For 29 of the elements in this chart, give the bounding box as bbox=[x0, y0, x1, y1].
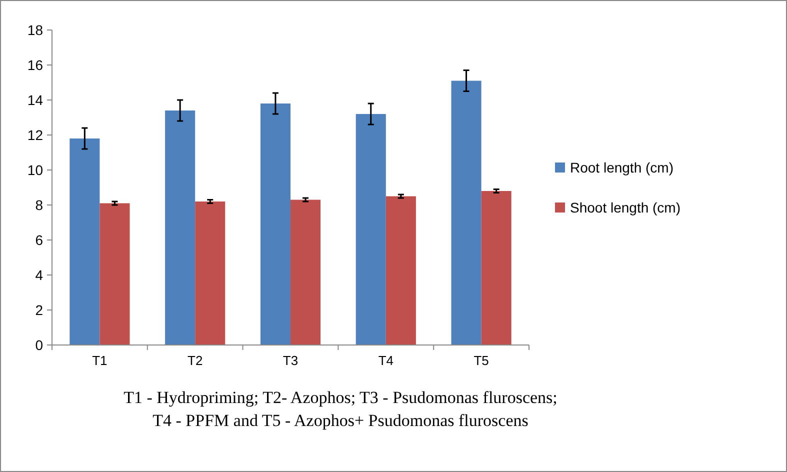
y-tick-label: 14 bbox=[27, 92, 44, 108]
y-tick-label: 2 bbox=[35, 302, 44, 318]
bar bbox=[290, 200, 321, 345]
bar bbox=[165, 110, 196, 345]
y-tick-label: 6 bbox=[35, 232, 44, 248]
bar bbox=[195, 202, 226, 345]
x-tick-label: T2 bbox=[188, 353, 203, 368]
y-tick-label: 12 bbox=[27, 126, 44, 143]
text: T4 - PPFM and T5 - Azophos+ Psudomonas fluroscens bbox=[152, 411, 528, 430]
bar bbox=[260, 104, 290, 345]
y-tick-label: 16 bbox=[27, 56, 44, 73]
x-tick-label: T4 bbox=[378, 353, 394, 368]
legend-label: Shoot length (cm) bbox=[570, 199, 680, 216]
x-tick-label: T3 bbox=[282, 353, 298, 368]
bar bbox=[451, 80, 482, 345]
bar bbox=[70, 138, 100, 345]
y-tick-label: 18 bbox=[27, 22, 44, 38]
y-tick-label: 4 bbox=[35, 266, 44, 283]
x-tick-label: T5 bbox=[474, 353, 489, 368]
y-tick-label: 8 bbox=[35, 196, 44, 213]
bar bbox=[100, 203, 130, 345]
legend-label: Root length (cm) bbox=[570, 159, 674, 176]
y-tick-label: 10 bbox=[27, 162, 44, 178]
bar bbox=[386, 196, 416, 345]
text: T1 - Hydropriming; T2- Azophos; T3 - Psudomonas fluroscens; bbox=[124, 388, 558, 407]
bar bbox=[356, 114, 386, 345]
y-tick-label: 0 bbox=[35, 336, 44, 353]
x-tick-label: T1 bbox=[92, 353, 108, 368]
bar bbox=[481, 191, 512, 345]
